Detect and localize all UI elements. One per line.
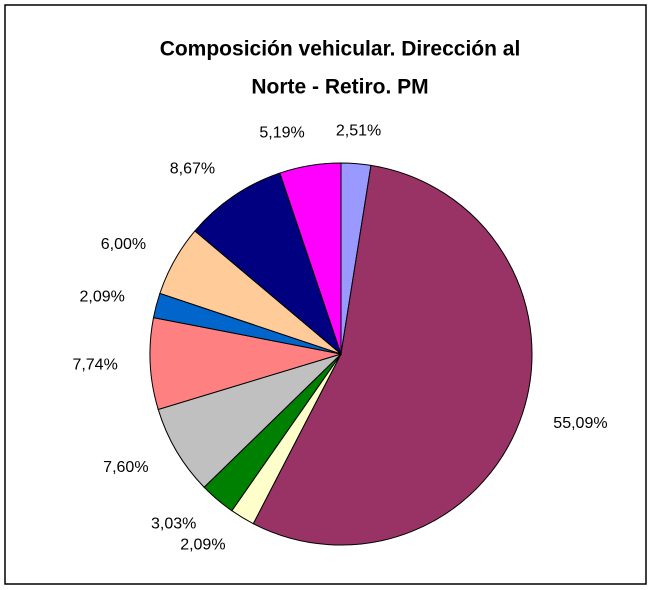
data-label: 7,74% (72, 357, 117, 374)
data-label: 8,67% (170, 161, 215, 178)
chart-title: Norte - Retiro. PM (251, 76, 428, 99)
data-label: 2,09% (80, 288, 125, 305)
pie-slice (194, 172, 343, 356)
data-label: 5,19% (259, 125, 304, 142)
data-label: 6,00% (101, 236, 146, 253)
data-label: 2,51% (336, 122, 381, 139)
pie-slice (252, 164, 533, 546)
pie-slice (149, 317, 342, 411)
data-label: 7,60% (103, 459, 148, 476)
data-label: 3,03% (151, 516, 196, 533)
pie-slice (279, 162, 342, 355)
data-label: 2,09% (180, 537, 225, 554)
chart-title: Composición vehicular. Dirección al (160, 38, 521, 61)
data-label: 55,09% (553, 415, 607, 432)
